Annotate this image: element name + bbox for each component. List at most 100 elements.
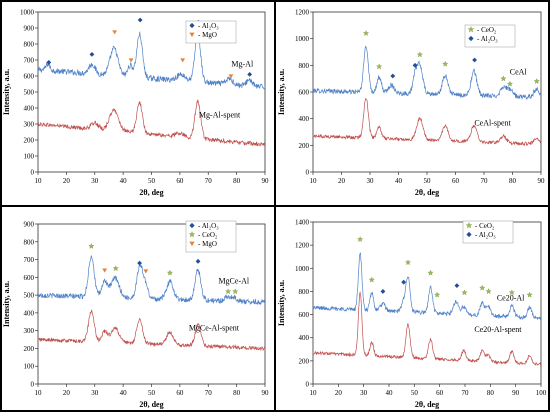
x-tick-label: 80 xyxy=(233,177,241,185)
xrd-panel-top-left: 10 20 30 40 50 60 70 80 900100200300400500600700… xyxy=(2,9,269,198)
series-label: CeAl xyxy=(510,68,528,77)
x-tick-label: 70 xyxy=(481,177,489,185)
x-tick-label: 60 xyxy=(176,177,184,185)
y-tick-label: 1200 xyxy=(295,242,310,250)
peak-marker-al2o3 xyxy=(247,72,253,77)
x-tick-label: 70 xyxy=(205,389,213,397)
x-tick-label: 60 xyxy=(452,177,460,185)
x-tick-label: 50 xyxy=(424,177,432,185)
x-axis-label: 2θ, deg xyxy=(415,400,439,409)
x-tick-label: 70 xyxy=(205,177,213,185)
y-tick-label: 200 xyxy=(299,357,310,365)
peak-marker-ceo2 xyxy=(427,269,434,276)
y-axis-label: Intensity, a.u. xyxy=(2,281,11,327)
series-line-Mg-Al-spent xyxy=(37,99,266,147)
y-tick-label: 100 xyxy=(24,363,35,371)
y-tick-label: 600 xyxy=(299,89,310,97)
y-tick-label: 600 xyxy=(24,73,35,81)
x-tick-label: 20 xyxy=(338,177,346,185)
legend-entry: - MgO xyxy=(198,31,217,39)
peak-marker-ceo2 xyxy=(225,288,232,295)
series-line-CeAl xyxy=(312,45,541,101)
peak-marker-ceo2 xyxy=(166,269,173,276)
legend-symbol xyxy=(189,222,195,229)
y-tick-label: 1200 xyxy=(295,9,310,17)
legend-symbol xyxy=(466,231,472,238)
y-tick-label: 600 xyxy=(299,311,310,319)
y-tick-label: 200 xyxy=(24,345,35,353)
xrd-panel-top-right: 10 20 30 40 50 60 70 80 90 0 200 400 600 800 1000 1200 2… xyxy=(277,9,545,198)
peak-marker-ceo2 xyxy=(434,291,441,298)
peak-marker-al2o3 xyxy=(380,289,386,294)
y-axis-label: Intensity, a.u. xyxy=(2,69,11,115)
peak-marker-al2o3 xyxy=(454,283,460,289)
peak-marker-ceo2 xyxy=(479,284,486,291)
series-label: MgCe-Al xyxy=(218,277,249,286)
x-tick-label: 10 xyxy=(35,389,43,397)
y-tick-label: 400 xyxy=(24,309,35,317)
y-tick-label: 800 xyxy=(299,62,310,70)
x-tick-label: 60 xyxy=(436,389,444,397)
peak-marker-al2o3 xyxy=(472,57,477,63)
series-label: Mg-Al-spent xyxy=(199,111,241,120)
x-tick-label: 90 xyxy=(538,177,546,185)
y-tick-label: 1000 xyxy=(20,9,35,17)
y-tick-label: 400 xyxy=(299,334,310,342)
peak-marker-ceo2 xyxy=(363,30,370,36)
peak-marker-ceo2 xyxy=(404,259,412,266)
x-tick-label: 40 xyxy=(120,177,128,185)
y-tick-label: 1000 xyxy=(295,35,310,43)
x-tick-label: 60 xyxy=(176,389,184,397)
y-tick-label: 0 xyxy=(31,381,35,389)
peak-marker-mgo xyxy=(102,268,108,273)
legend-symbol xyxy=(189,32,195,38)
peak-marker-mgo xyxy=(128,58,134,63)
x-tick-label: 30 xyxy=(360,389,368,397)
x-tick-label: 20 xyxy=(63,389,71,397)
peak-marker-ceo2 xyxy=(88,243,95,249)
y-tick-label: 0 xyxy=(306,169,310,177)
y-tick-label: 700 xyxy=(24,256,35,264)
peak-marker-al2o3 xyxy=(195,258,201,264)
peak-marker-ceo2 xyxy=(357,236,364,242)
x-tick-label: 10 xyxy=(35,177,43,185)
y-tick-label: 500 xyxy=(24,292,35,300)
legend-symbol xyxy=(468,35,474,42)
series-line-CeAl-spent xyxy=(312,97,542,147)
legend-box xyxy=(464,24,516,48)
series-label: MgCe-Al-spent xyxy=(189,324,240,333)
x-tick-label: 20 xyxy=(335,389,343,397)
x-tick-label: 50 xyxy=(148,177,156,185)
x-tick-label: 10 xyxy=(310,389,318,397)
y-tick-label: 400 xyxy=(299,115,310,123)
x-tick-label: 90 xyxy=(512,389,520,397)
peak-marker-ceo2 xyxy=(485,288,492,294)
x-tick-label: 10 xyxy=(310,177,318,185)
peak-marker-al2o3 xyxy=(89,52,95,57)
peak-marker-mgo xyxy=(143,269,149,274)
x-tick-label: 100 xyxy=(536,389,547,397)
y-tick-label: 800 xyxy=(299,288,310,296)
x-axis-label: 2θ, deg xyxy=(139,188,163,197)
legend-box xyxy=(185,220,237,253)
series-label: Ce20-Al xyxy=(497,294,525,303)
series-label: Mg-Al xyxy=(231,59,254,68)
peak-marker-al2o3 xyxy=(137,260,142,266)
plot-area xyxy=(312,221,542,385)
x-tick-label: 30 xyxy=(367,177,375,185)
x-tick-label: 80 xyxy=(233,389,241,397)
x-tick-label: 30 xyxy=(91,177,99,185)
peak-marker-mgo xyxy=(180,58,186,63)
peak-marker-ceo2 xyxy=(442,60,449,67)
legend-entry: - Al₂O₃ xyxy=(198,222,219,230)
y-tick-label: 700 xyxy=(24,57,35,65)
legend: - Al₂O₃- MgO xyxy=(185,20,237,44)
legend-symbol xyxy=(465,222,473,229)
legend: - Al₂O₃- CeO₂- MgO xyxy=(185,220,237,253)
peak-marker-ceo2 xyxy=(506,80,513,87)
peak-marker-ceo2 xyxy=(500,75,507,82)
peak-marker-al2o3 xyxy=(412,62,418,68)
peak-marker-ceo2 xyxy=(526,291,533,298)
y-tick-label: 900 xyxy=(24,221,35,229)
